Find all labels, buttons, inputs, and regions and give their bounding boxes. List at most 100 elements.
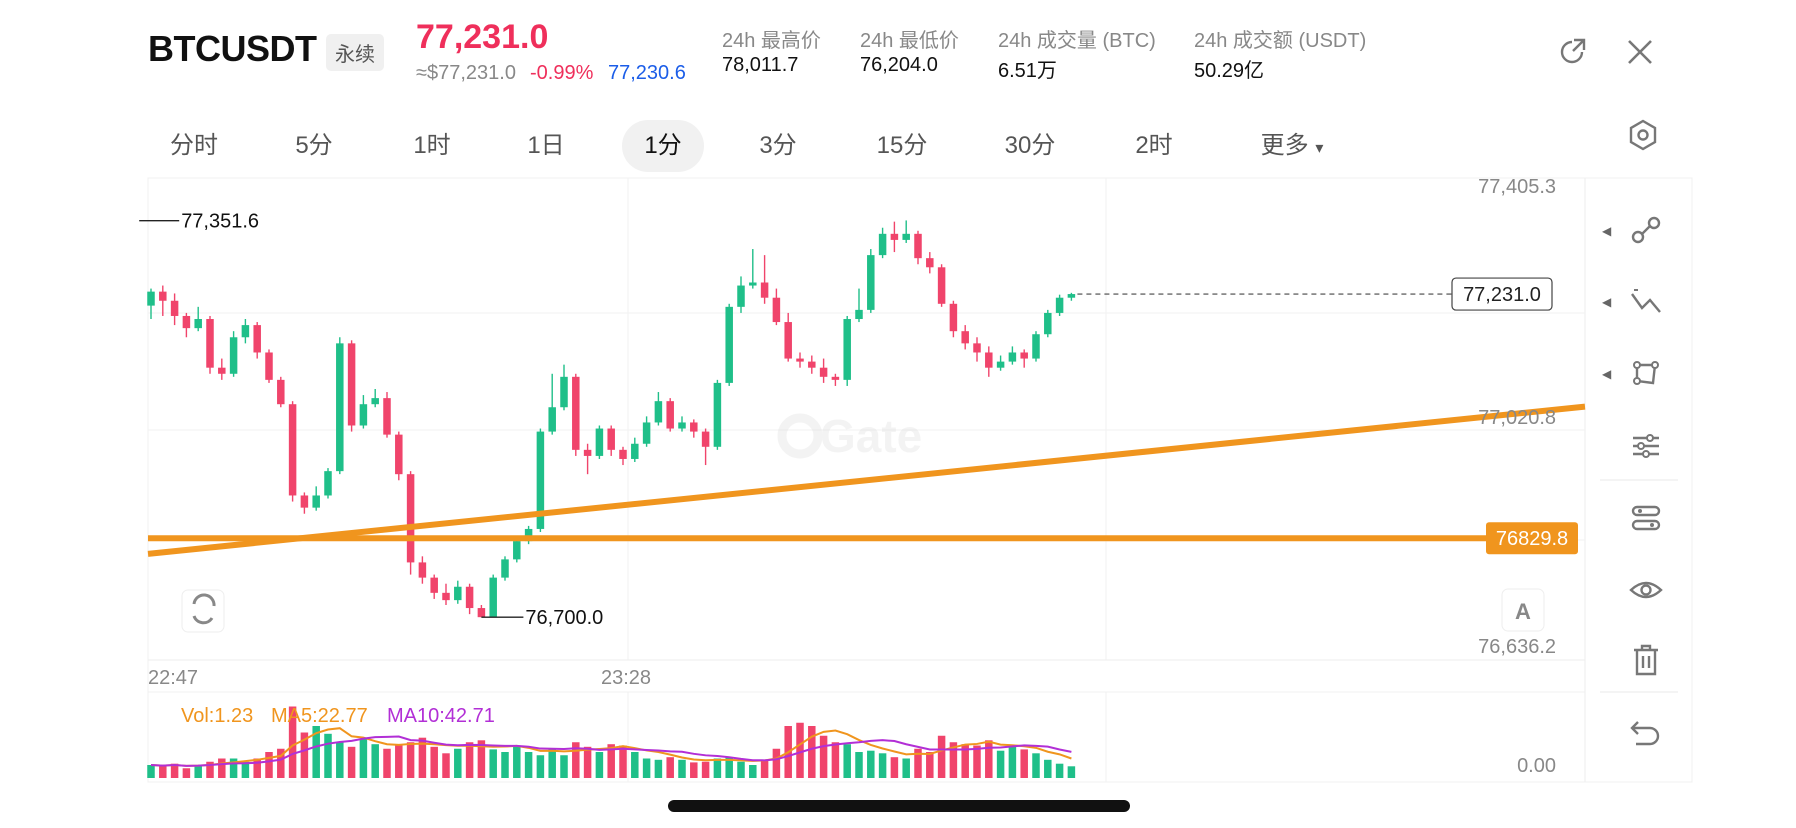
volume-bar [206,761,214,778]
eye-icon[interactable] [1628,572,1664,608]
candle-body [560,376,568,408]
candle-body [300,495,309,508]
tab-timeframe[interactable]: 1时 [413,132,451,159]
candle-body [371,398,379,405]
candle-body [430,577,438,593]
volume-bar [701,761,710,778]
chevron-down-icon: ▾ [1315,140,1324,157]
volume-bar [937,735,946,778]
candle-body [595,428,604,456]
undo-icon[interactable] [1628,714,1664,750]
candle-body [406,474,415,563]
candles-group [147,220,1076,618]
tab-timeframe[interactable]: 分时 [170,132,218,159]
candle-body [513,541,521,560]
volume-axis-label: 0.00 [1517,755,1556,777]
volume-bar [218,758,226,778]
volume-bar [359,739,368,778]
candle-body [277,379,285,405]
external-link-icon[interactable] [1556,36,1588,68]
expand-arrow-icon[interactable]: ◀ [1602,224,1612,238]
horizontal-line-tag-label: 76829.8 [1496,528,1568,550]
volume-bar [253,758,261,778]
tab-timeframe[interactable]: 1日 [527,132,565,159]
volume-bar [383,748,391,778]
indicator-settings-icon[interactable] [1628,428,1664,464]
candle-body [395,434,403,475]
expand-arrow-icon[interactable]: ◀ [1602,295,1612,309]
candle-body [642,422,651,444]
volume-bar [194,765,202,778]
candle-body [1008,352,1017,362]
volume-bar [572,742,580,778]
volume-bar [241,761,250,778]
trash-icon[interactable] [1628,642,1664,678]
volume-bar [406,742,415,778]
volume-bar [170,763,179,778]
candle-body [548,407,556,432]
candle-body [241,325,250,338]
volume-bar [229,758,238,778]
auto-scale-button[interactable]: A [1501,588,1545,632]
candle-body [265,352,273,380]
volume-bar [395,745,403,778]
tab-timeframe[interactable]: 2时 [1135,132,1173,159]
candle-body [678,422,686,429]
volume-bar [536,755,545,778]
tab-timeframe[interactable]: 15分 [876,132,928,159]
candle-body [902,233,910,240]
horizontal-line-tag[interactable] [1486,522,1578,555]
trend-line[interactable] [147,403,1586,557]
volume-bar [808,726,816,778]
volume-bar [855,752,863,778]
volume-bar [1044,759,1052,778]
low-marker-label: 76,700.0 [525,607,603,629]
volume-ma5-line [150,727,1072,767]
volume-bar [878,753,887,778]
volume-bar [477,740,486,778]
candle-body [607,428,615,450]
tab-more[interactable]: 更多 ▾ [1242,120,1342,172]
candle-body [666,401,674,429]
expand-arrow-icon[interactable]: ◀ [1602,367,1612,381]
volume-bar [619,745,627,778]
approx-usd-price: ≈$77,231.0 [416,62,516,84]
volume-bar [442,753,450,778]
volume-ma-lines [150,727,1072,767]
candle-body [489,577,497,618]
candle-body [878,233,887,256]
tab-timeframe[interactable]: 5分 [295,132,333,159]
home-indicator[interactable] [668,800,1130,812]
volume-bar [1055,763,1064,778]
candle-body [631,443,639,459]
indicator-template-icon[interactable] [1628,500,1664,536]
chart-settings-icon[interactable] [1626,118,1660,152]
tab-timeframe[interactable]: 3分 [759,132,797,159]
line-tool-icon[interactable] [1628,212,1664,248]
candle-body [336,343,344,472]
close-icon[interactable] [1624,36,1656,68]
shape-tool-icon[interactable] [1628,356,1664,392]
volume-bar [961,744,969,778]
volume-label: Vol:1.23 [181,705,253,727]
volume-bar [277,748,285,778]
volume-bar [300,732,309,778]
volume-bar [713,758,722,778]
volume-bar [336,742,344,778]
candle-body [147,291,155,306]
tab-timeframe[interactable]: 30分 [1004,132,1056,159]
candle-body [1032,334,1040,359]
sync-button[interactable] [181,589,225,633]
volume-bar [796,722,804,778]
price-axis-label: 76,636.2 [1478,636,1556,658]
candle-body [1044,312,1052,335]
auto-scale-button-bg [1501,588,1545,632]
volume-bar [772,748,781,778]
contract-type-badge: 永续 [326,34,384,71]
volume-bar [760,759,769,778]
tab-timeframe-active[interactable]: 1分 [622,120,704,172]
candle-body [359,404,368,426]
candle-body [572,376,580,450]
fibonacci-tool-icon[interactable] [1628,284,1664,320]
